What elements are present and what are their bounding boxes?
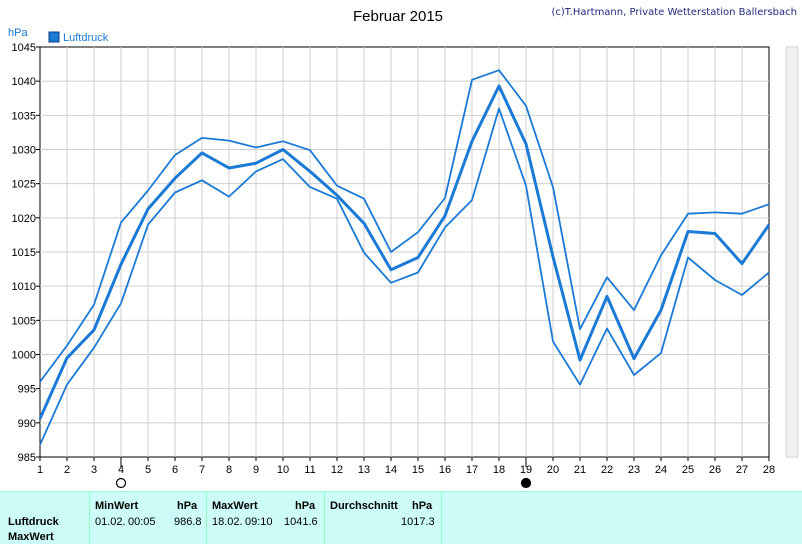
y-tick-label: 1040 [12, 76, 36, 88]
x-tick-label: 27 [736, 464, 748, 476]
x-tick-label: 24 [655, 464, 667, 476]
new-moon-icon [115, 477, 127, 489]
x-tick-label: 1 [37, 464, 43, 476]
credit-text: (c)T.Hartmann, Private Wetterstation Bal… [551, 7, 797, 18]
series-line-max [39, 69, 770, 383]
x-tick-label: 8 [226, 464, 232, 476]
x-tick-label: 21 [574, 464, 586, 476]
min-unit: hPa [177, 500, 198, 512]
max-unit: hPa [295, 500, 316, 512]
x-tick-label: 22 [601, 464, 613, 476]
x-tick-label: 3 [91, 464, 97, 476]
y-tick-label: 1035 [12, 110, 36, 122]
max-date: 18.02. [212, 516, 243, 528]
legend-label: Luftdruck [63, 32, 109, 44]
y-tick-label: 1010 [12, 281, 36, 293]
x-tick-label: 16 [439, 464, 451, 476]
x-tick-label: 20 [547, 464, 559, 476]
y-tick-label: 1020 [12, 213, 36, 225]
row2-label: MaxWert [8, 531, 54, 543]
x-tick-label: 7 [199, 464, 205, 476]
avg-unit: hPa [412, 500, 433, 512]
series-lines [38, 69, 771, 446]
avg-header: Durchschnitt [330, 500, 398, 512]
chart-title: Februar 2015 [353, 8, 443, 25]
y-axis-ticks: 985 990 995 1000 1005 1010 1015 1020 1025 1030 103… [12, 42, 40, 464]
x-tick-label: 25 [682, 464, 694, 476]
day-markers [115, 457, 532, 489]
max-value: 1041.6 [284, 516, 318, 528]
x-tick-label: 10 [277, 464, 289, 476]
x-tick-label: 26 [709, 464, 721, 476]
x-tick-label: 28 [763, 464, 775, 476]
x-axis-ticks: 1 2 3 4 5 6 7 8 9 10 11 12 13 14 15 16 17 18 19 20 21 22 23 24 2… [37, 457, 775, 476]
y-tick-label: 1005 [12, 315, 36, 327]
y-axis-unit: hPa [8, 27, 28, 39]
scrollbar-right[interactable] [785, 46, 799, 458]
x-tick-label: 2 [64, 464, 70, 476]
x-tick-label: 15 [412, 464, 424, 476]
max-header: MaxWert [212, 500, 258, 512]
x-tick-label: 6 [172, 464, 178, 476]
min-time: 00:05 [128, 516, 156, 528]
y-tick-label: 1025 [12, 179, 36, 191]
legend-swatch [48, 31, 60, 43]
y-tick-label: 1045 [12, 42, 36, 54]
x-tick-label: 17 [466, 464, 478, 476]
series-line-mean [38, 84, 771, 420]
y-tick-label: 990 [18, 418, 36, 430]
grid-lines [40, 47, 769, 457]
avg-value: 1017.3 [401, 516, 435, 528]
full-moon-icon [520, 477, 532, 489]
y-tick-label: 995 [18, 384, 36, 396]
max-time: 09:10 [245, 516, 273, 528]
stats-panel: MinWert hPa MaxWert hPa Durchschnitt hPa… [0, 491, 802, 544]
x-tick-label: 4 [118, 464, 124, 476]
series-line-min [39, 107, 770, 446]
x-tick-label: 13 [358, 464, 370, 476]
x-tick-label: 5 [145, 464, 151, 476]
y-tick-label: 1000 [12, 350, 36, 362]
min-date: 01.02. [95, 516, 126, 528]
x-tick-label: 12 [331, 464, 343, 476]
x-tick-label: 14 [385, 464, 397, 476]
y-tick-label: 1015 [12, 247, 36, 259]
y-tick-label: 1030 [12, 145, 36, 157]
min-value: 986.8 [174, 516, 202, 528]
min-header: MinWert [95, 500, 139, 512]
x-tick-label: 19 [520, 464, 532, 476]
y-tick-label: 985 [18, 452, 36, 464]
x-tick-label: 23 [628, 464, 640, 476]
x-tick-label: 11 [304, 464, 315, 476]
pressure-chart: Februar 2015 (c)T.Hartmann, Private Wett… [8, 7, 799, 489]
row-label: Luftdruck [8, 516, 59, 528]
x-tick-label: 18 [493, 464, 505, 476]
x-tick-label: 9 [253, 464, 259, 476]
